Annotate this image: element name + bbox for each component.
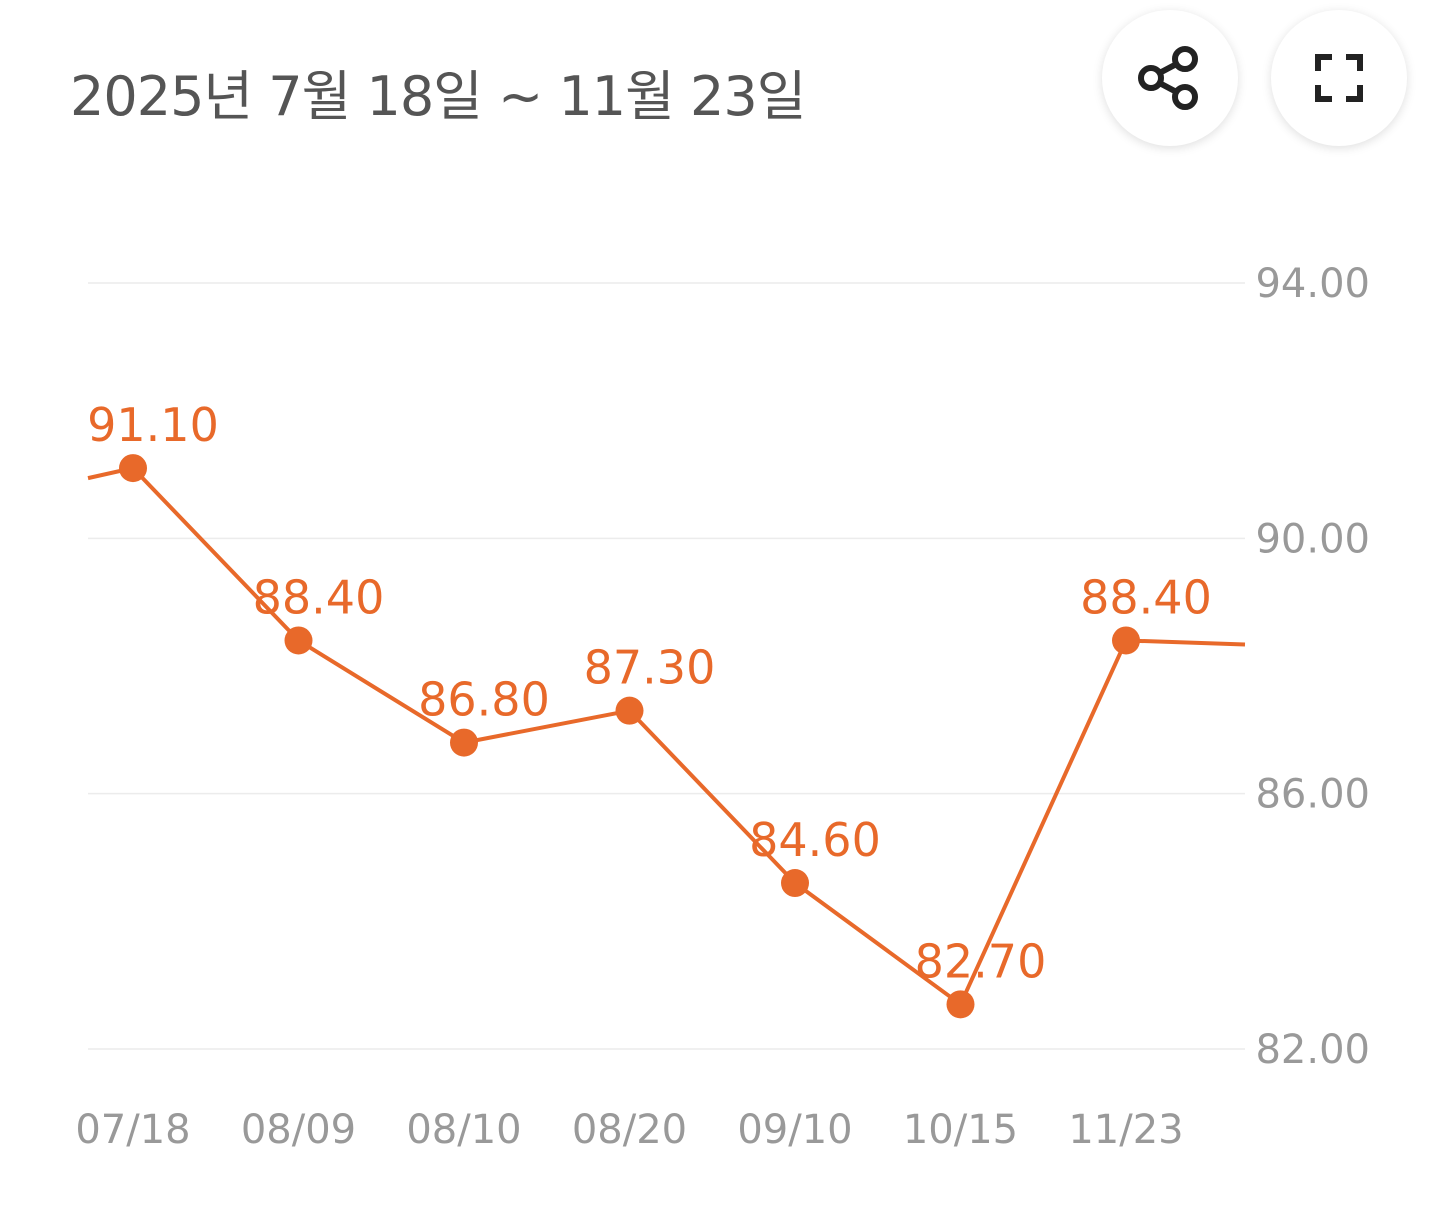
grid-lines [88,282,1245,1050]
y-axis-labels: 94.00 90.00 86.00 82.00 [1255,261,1370,1073]
data-point [450,728,478,757]
data-label: 87.30 [584,641,716,695]
data-point [119,454,147,483]
data-labels: 91.10 88.40 86.80 87.30 84.60 82.70 88.40 [87,398,1212,988]
y-tick-label: 90.00 [1255,516,1370,562]
x-tick-label: 11/23 [1068,1107,1183,1153]
series-line-path [87,466,1246,1007]
data-point [615,696,644,725]
data-label: 84.60 [749,813,881,867]
data-label: 88.40 [253,570,385,624]
x-tick-label: 08/20 [572,1107,687,1153]
chart-header: 2025년 7월 18일 ~ 11월 23일 [0,0,1440,170]
x-axis-labels: 07/18 08/09 08/10 08/20 09/10 10/15 11/23 [75,1107,1183,1153]
data-points [119,454,1140,1019]
y-tick-label: 94.00 [1255,261,1370,307]
data-label: 88.40 [1080,570,1212,624]
data-point [946,990,975,1019]
x-tick-label: 08/10 [406,1107,521,1153]
data-point [284,626,313,655]
x-tick-label: 10/15 [903,1107,1018,1153]
data-label: 82.70 [915,934,1047,988]
data-point [781,869,809,898]
y-tick-label: 82.00 [1255,1027,1370,1073]
series-line [87,466,1246,1007]
data-point [1112,626,1140,655]
data-label: 91.10 [87,398,219,452]
data-label: 86.80 [418,673,550,727]
fullscreen-icon [1315,54,1363,102]
x-tick-label: 09/10 [737,1107,852,1153]
period-title: 2025년 7월 18일 ~ 11월 23일 [70,65,806,128]
share-icon [1138,46,1198,110]
fullscreen-button[interactable] [1271,10,1407,146]
x-tick-label: 07/18 [75,1107,190,1153]
share-button[interactable] [1102,10,1238,146]
y-tick-label: 86.00 [1255,772,1370,818]
x-tick-label: 08/09 [241,1107,356,1153]
